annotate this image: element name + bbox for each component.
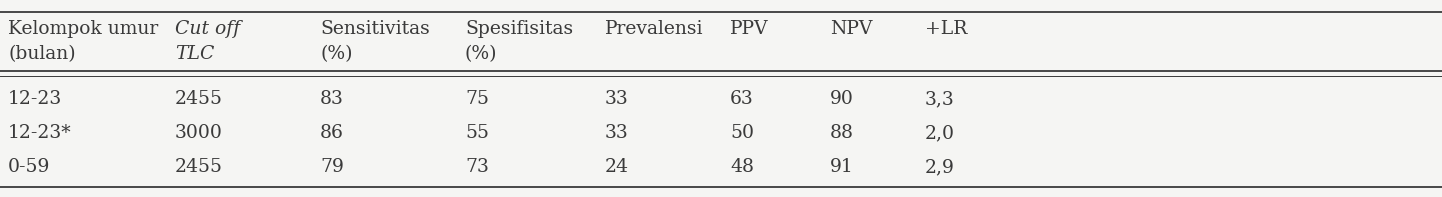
Text: 75: 75 xyxy=(464,90,489,108)
Text: 3000: 3000 xyxy=(174,124,224,142)
Text: 90: 90 xyxy=(831,90,854,108)
Text: Spesifisitas: Spesifisitas xyxy=(464,20,572,38)
Text: 48: 48 xyxy=(730,158,754,176)
Text: Kelompok umur: Kelompok umur xyxy=(9,20,159,38)
Text: 12-23: 12-23 xyxy=(9,90,62,108)
Text: 0-59: 0-59 xyxy=(9,158,50,176)
Text: 33: 33 xyxy=(606,90,629,108)
Text: Cut off: Cut off xyxy=(174,20,241,38)
Text: NPV: NPV xyxy=(831,20,872,38)
Text: +LR: +LR xyxy=(924,20,968,38)
Text: TLC: TLC xyxy=(174,45,215,63)
Text: PPV: PPV xyxy=(730,20,769,38)
Text: 88: 88 xyxy=(831,124,854,142)
Text: (%): (%) xyxy=(464,45,497,63)
Text: 2455: 2455 xyxy=(174,90,224,108)
Text: 12-23*: 12-23* xyxy=(9,124,72,142)
Text: Prevalensi: Prevalensi xyxy=(606,20,704,38)
Text: 83: 83 xyxy=(320,90,343,108)
Text: 33: 33 xyxy=(606,124,629,142)
Text: 24: 24 xyxy=(606,158,629,176)
Text: 55: 55 xyxy=(464,124,489,142)
Text: 86: 86 xyxy=(320,124,343,142)
Text: (bulan): (bulan) xyxy=(9,45,75,63)
Text: Sensitivitas: Sensitivitas xyxy=(320,20,430,38)
Text: 79: 79 xyxy=(320,158,343,176)
Text: 2,9: 2,9 xyxy=(924,158,955,176)
Text: 2455: 2455 xyxy=(174,158,224,176)
Text: 50: 50 xyxy=(730,124,754,142)
Text: 91: 91 xyxy=(831,158,854,176)
Text: 63: 63 xyxy=(730,90,754,108)
Text: 73: 73 xyxy=(464,158,489,176)
Text: 3,3: 3,3 xyxy=(924,90,955,108)
Text: (%): (%) xyxy=(320,45,352,63)
Text: 2,0: 2,0 xyxy=(924,124,955,142)
